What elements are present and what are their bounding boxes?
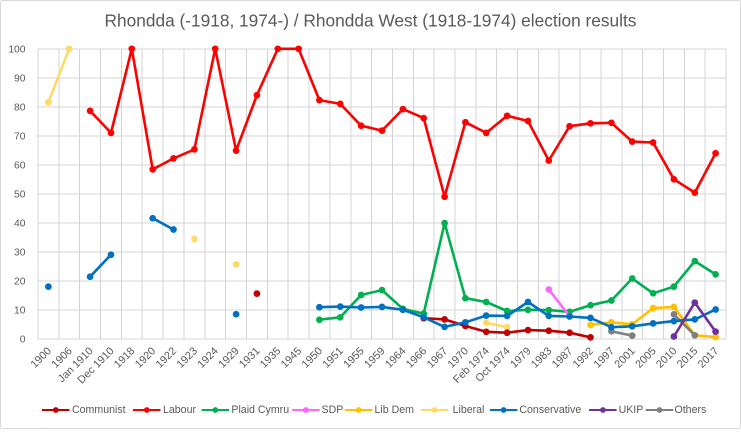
svg-text:30: 30 <box>14 247 26 258</box>
svg-text:70: 70 <box>14 131 26 142</box>
svg-text:SDP: SDP <box>322 404 344 416</box>
svg-text:UKIP: UKIP <box>619 404 644 416</box>
svg-text:80: 80 <box>14 102 26 113</box>
svg-text:90: 90 <box>14 73 26 84</box>
svg-text:50: 50 <box>14 189 26 200</box>
svg-text:60: 60 <box>14 160 26 171</box>
svg-text:Rhondda (-1918, 1974-) / Rhond: Rhondda (-1918, 1974-) / Rhondda West (1… <box>105 11 637 31</box>
svg-text:Liberal: Liberal <box>453 404 485 416</box>
svg-text:Plaid Cymru: Plaid Cymru <box>231 404 289 416</box>
svg-text:Others: Others <box>675 404 707 416</box>
svg-text:0: 0 <box>20 334 26 345</box>
svg-text:Lib Dem: Lib Dem <box>375 404 415 416</box>
svg-text:20: 20 <box>14 276 26 287</box>
svg-text:Communist: Communist <box>72 404 126 416</box>
svg-text:100: 100 <box>8 44 25 55</box>
svg-text:40: 40 <box>14 218 26 229</box>
svg-text:Conservative: Conservative <box>519 404 581 416</box>
svg-text:Labour: Labour <box>163 404 196 416</box>
svg-text:10: 10 <box>14 305 26 316</box>
